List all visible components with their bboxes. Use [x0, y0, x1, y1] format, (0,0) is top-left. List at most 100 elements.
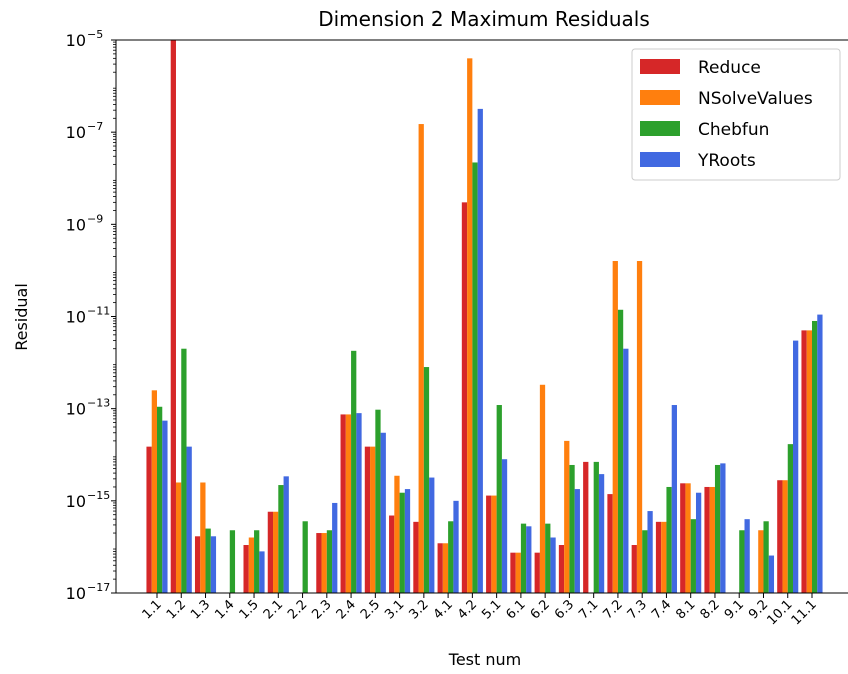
- bar: [661, 521, 667, 593]
- bar: [316, 533, 322, 593]
- bar: [170, 40, 176, 593]
- bar: [413, 521, 419, 593]
- bar: [793, 340, 799, 593]
- legend-label: NSolveValues: [698, 89, 813, 109]
- legend-swatch: [640, 121, 680, 136]
- bar: [501, 459, 508, 593]
- bar: [332, 502, 338, 593]
- y-tick-label: 10: [66, 308, 86, 327]
- x-tick-label: 6.3: [552, 597, 577, 622]
- bar: [720, 463, 726, 593]
- y-tick-exponent: −5: [87, 28, 103, 41]
- bar: [744, 519, 750, 593]
- bar: [607, 494, 613, 593]
- bar: [200, 482, 206, 593]
- bar: [151, 390, 157, 593]
- x-tick-label: 1.3: [188, 597, 213, 622]
- y-tick-exponent: −9: [87, 212, 103, 225]
- x-tick-label: 11.1: [789, 597, 820, 628]
- x-tick-label: 2.5: [358, 597, 383, 622]
- y-tick-exponent: −17: [87, 581, 110, 594]
- bar: [491, 495, 497, 593]
- legend-label: Reduce: [698, 58, 761, 78]
- x-tick-label: 3.2: [406, 597, 431, 622]
- x-tick-label: 3.1: [382, 597, 407, 622]
- x-tick-label: 1.4: [212, 597, 237, 622]
- bar: [162, 420, 168, 593]
- bar: [472, 162, 478, 593]
- legend-swatch: [640, 59, 680, 74]
- y-tick-exponent: −15: [87, 489, 110, 502]
- bar: [763, 521, 769, 593]
- y-tick-exponent: −13: [87, 397, 110, 410]
- bar: [806, 330, 812, 593]
- x-tick-label: 7.3: [625, 597, 650, 622]
- bar: [574, 489, 580, 593]
- bar: [539, 384, 546, 593]
- bar: [394, 475, 400, 593]
- bar: [695, 492, 702, 593]
- y-tick-exponent: −11: [87, 305, 110, 318]
- bar: [714, 464, 721, 593]
- bar: [593, 461, 599, 593]
- x-tick-label: 2.4: [334, 597, 359, 622]
- bar: [380, 432, 386, 593]
- x-tick-label: 9.1: [722, 597, 747, 622]
- bar: [453, 500, 459, 593]
- bar: [515, 552, 521, 593]
- bar: [181, 348, 187, 593]
- bar: [709, 486, 715, 593]
- bar: [550, 537, 556, 593]
- x-axis-label: Test num: [448, 650, 521, 669]
- bar: [777, 480, 783, 593]
- y-axis-label: Residual: [12, 283, 31, 351]
- x-tick-label: 2.3: [309, 597, 334, 622]
- bar: [254, 530, 260, 593]
- bar: [636, 261, 643, 593]
- x-tick-label: 6.2: [528, 597, 553, 622]
- bar: [186, 446, 192, 593]
- x-tick-label: 6.1: [503, 597, 528, 622]
- x-tick-label: 2.1: [261, 597, 286, 622]
- legend-label: YRoots: [697, 151, 756, 171]
- x-tick-label: 7.4: [649, 597, 674, 622]
- bar: [278, 485, 284, 593]
- bar: [467, 58, 473, 593]
- y-tick-label: 10: [66, 492, 86, 511]
- bar: [157, 406, 163, 593]
- bar: [486, 495, 492, 593]
- chart-title: Dimension 2 Maximum Residuals: [318, 7, 650, 31]
- bar: [146, 446, 152, 593]
- bar: [817, 314, 823, 593]
- bar: [229, 530, 236, 593]
- bar: [375, 409, 381, 593]
- bar: [356, 413, 362, 593]
- bar: [418, 124, 424, 594]
- bar: [782, 480, 788, 593]
- bar: [768, 555, 775, 593]
- legend-swatch: [640, 90, 680, 105]
- bar: [302, 521, 308, 593]
- bar: [631, 545, 637, 593]
- legend-swatch: [640, 152, 680, 167]
- bar: [647, 511, 653, 593]
- bar: [351, 350, 357, 593]
- bar: [526, 526, 532, 593]
- bar: [564, 440, 570, 593]
- bar: [545, 523, 551, 593]
- y-tick-label: 10: [66, 31, 86, 50]
- bar: [758, 530, 764, 593]
- bar: [448, 521, 454, 593]
- x-tick-label: 10.1: [764, 597, 795, 628]
- bar: [534, 552, 540, 593]
- bar: [612, 261, 618, 593]
- bar: [321, 533, 327, 593]
- y-tick-label: 10: [66, 123, 86, 142]
- bar: [461, 202, 468, 593]
- bar: [739, 530, 745, 593]
- bar: [243, 545, 249, 593]
- bar: [583, 461, 589, 593]
- bar: [666, 486, 672, 593]
- bar: [429, 477, 435, 593]
- bar: [569, 464, 575, 593]
